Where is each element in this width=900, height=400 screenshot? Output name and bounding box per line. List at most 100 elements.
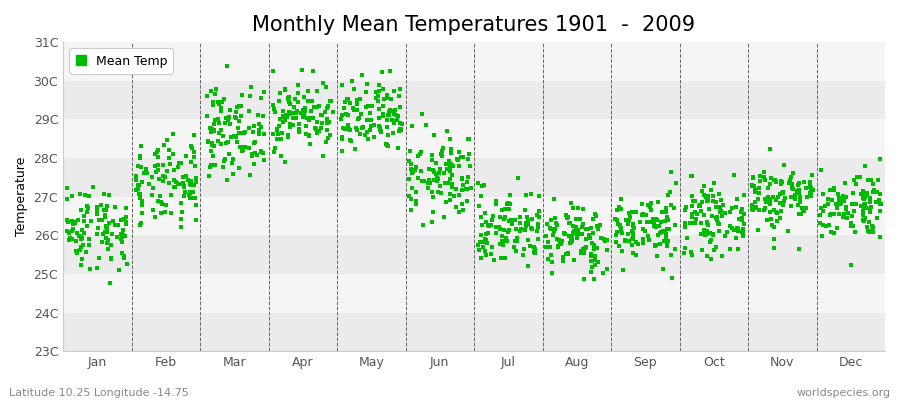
- Point: [706, 232, 720, 238]
- Point: [510, 174, 525, 181]
- Point: [89, 265, 104, 271]
- Point: [645, 215, 660, 222]
- Point: [98, 214, 112, 220]
- Point: [762, 200, 777, 207]
- Point: [282, 110, 296, 117]
- Point: [162, 155, 176, 161]
- Point: [292, 129, 307, 135]
- Point: [447, 193, 462, 200]
- Point: [621, 221, 635, 227]
- Point: [477, 182, 491, 188]
- Point: [151, 154, 166, 160]
- Point: [231, 117, 246, 124]
- Point: [306, 68, 320, 74]
- Point: [319, 84, 333, 90]
- Point: [345, 77, 359, 84]
- Point: [762, 196, 777, 202]
- Point: [790, 187, 805, 194]
- Point: [135, 209, 149, 216]
- Point: [373, 127, 387, 134]
- Point: [189, 202, 203, 208]
- Point: [689, 216, 704, 222]
- Point: [382, 112, 396, 118]
- Point: [353, 96, 367, 102]
- Point: [335, 134, 349, 140]
- Point: [406, 169, 420, 176]
- Point: [516, 252, 530, 258]
- Point: [834, 198, 849, 205]
- Point: [501, 227, 516, 234]
- Point: [864, 228, 878, 234]
- Point: [482, 223, 497, 229]
- Point: [663, 188, 678, 195]
- Point: [518, 207, 532, 214]
- Point: [777, 198, 791, 204]
- Point: [794, 210, 808, 217]
- Point: [436, 145, 450, 151]
- Point: [669, 179, 683, 186]
- Point: [616, 266, 630, 273]
- Point: [77, 192, 92, 198]
- Point: [868, 198, 883, 205]
- Point: [571, 205, 585, 211]
- Point: [405, 185, 419, 191]
- Point: [375, 111, 390, 118]
- Point: [461, 136, 475, 143]
- Point: [184, 159, 198, 166]
- Point: [611, 221, 625, 227]
- Point: [343, 137, 357, 144]
- Point: [524, 225, 538, 231]
- Point: [634, 219, 648, 225]
- Point: [369, 89, 383, 95]
- Point: [102, 192, 116, 198]
- Point: [422, 176, 436, 183]
- Point: [573, 250, 588, 256]
- Bar: [63, 119, 885, 158]
- Point: [503, 192, 517, 198]
- Point: [247, 140, 261, 146]
- Point: [461, 173, 475, 180]
- Point: [641, 233, 655, 239]
- Point: [497, 216, 511, 223]
- Point: [68, 219, 83, 226]
- Point: [475, 222, 490, 228]
- Point: [792, 199, 806, 206]
- Point: [715, 252, 729, 259]
- Point: [688, 220, 702, 226]
- Point: [402, 176, 417, 182]
- Point: [186, 182, 201, 188]
- Point: [307, 104, 321, 110]
- Point: [853, 191, 868, 198]
- Point: [114, 250, 129, 256]
- Point: [315, 120, 329, 126]
- Point: [782, 180, 796, 186]
- Point: [763, 208, 778, 215]
- Point: [699, 193, 714, 200]
- Point: [494, 255, 508, 262]
- Point: [118, 233, 132, 240]
- Point: [100, 229, 114, 235]
- Point: [454, 154, 468, 160]
- Point: [546, 232, 561, 239]
- Point: [663, 169, 678, 175]
- Point: [658, 228, 672, 234]
- Point: [414, 148, 428, 155]
- Point: [480, 219, 494, 225]
- Point: [824, 229, 838, 236]
- Point: [821, 201, 835, 207]
- Point: [723, 223, 737, 230]
- Point: [374, 128, 388, 134]
- Point: [355, 125, 369, 131]
- Point: [842, 210, 856, 216]
- Point: [286, 122, 301, 128]
- Point: [636, 226, 651, 232]
- Point: [814, 167, 828, 173]
- Point: [474, 193, 489, 199]
- Point: [297, 110, 311, 117]
- Point: [768, 177, 782, 184]
- Point: [635, 236, 650, 242]
- Point: [680, 235, 695, 241]
- Point: [791, 182, 806, 189]
- Point: [714, 197, 728, 203]
- Point: [82, 241, 96, 248]
